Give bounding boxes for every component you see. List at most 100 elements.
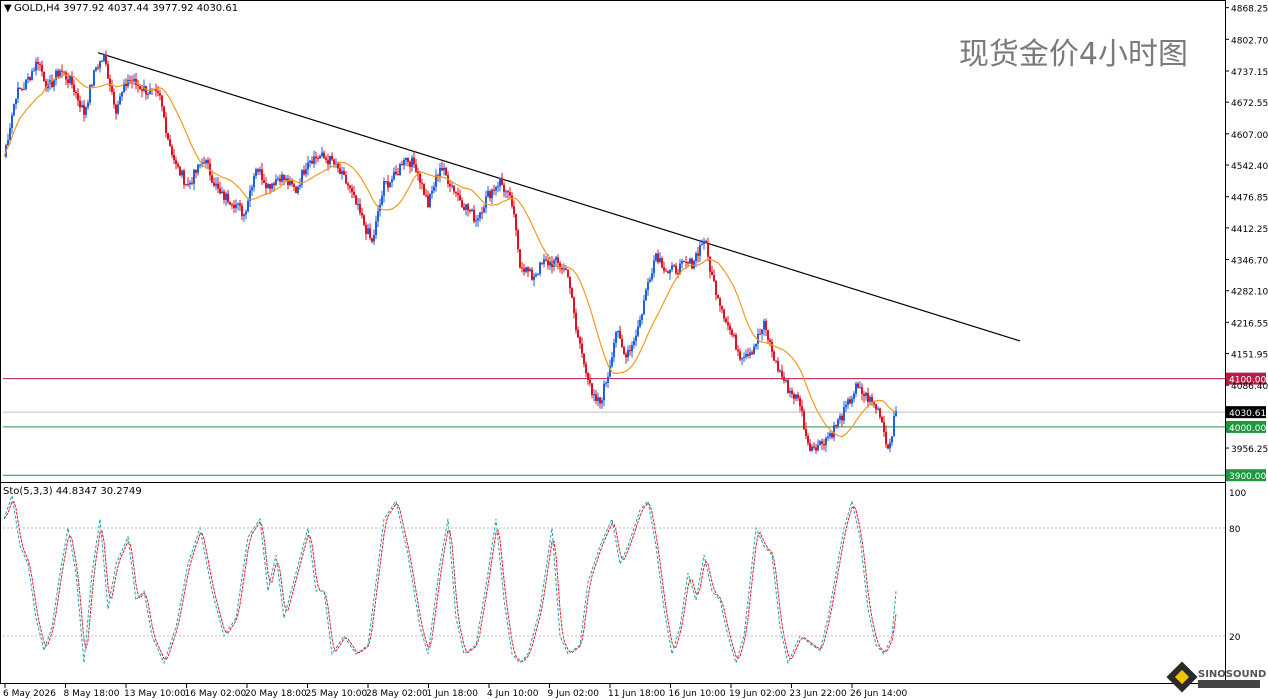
candle-body	[599, 397, 601, 404]
candle-body	[95, 67, 97, 71]
stoch-level-label-80: 80	[1229, 525, 1241, 535]
candle-body	[389, 182, 391, 188]
candle-body	[757, 333, 759, 344]
candle-body	[117, 104, 119, 114]
candle-body	[419, 173, 421, 183]
candle-body	[305, 169, 307, 175]
candle-body	[721, 305, 723, 310]
dropdown-arrow-icon[interactable]: ▼	[4, 3, 12, 14]
candle-body	[459, 195, 461, 201]
candle-body	[169, 139, 171, 147]
candle-body	[509, 192, 511, 196]
candle-body	[739, 351, 741, 360]
candle-body	[531, 269, 533, 280]
candle-body	[827, 436, 829, 438]
candle-body	[243, 214, 245, 217]
candle-body	[31, 71, 33, 81]
candle-body	[291, 179, 293, 185]
candle-body	[839, 415, 841, 420]
candle-body	[241, 205, 243, 217]
candle-body	[625, 354, 627, 358]
candle-body	[659, 258, 661, 263]
candle-body	[125, 83, 127, 87]
candle-body	[311, 160, 313, 164]
candle-body	[813, 446, 815, 448]
candle-body	[539, 262, 541, 274]
candle-body	[793, 394, 795, 399]
candle-body	[223, 191, 225, 200]
candle-body	[745, 354, 747, 357]
candle-body	[761, 329, 763, 335]
candle-body	[865, 392, 867, 397]
candle-body	[567, 270, 569, 277]
candle-body	[67, 79, 69, 84]
candle-body	[287, 178, 289, 185]
candle-body	[515, 214, 517, 231]
candle-body	[795, 394, 797, 399]
candle-body	[471, 209, 473, 212]
candle-body	[705, 240, 707, 244]
candle-body	[11, 115, 13, 129]
candle-body	[357, 203, 359, 205]
candle-body	[133, 78, 135, 83]
candle-body	[887, 444, 889, 449]
candle-body	[351, 187, 353, 192]
candle-body	[847, 399, 849, 405]
candle-body	[725, 318, 727, 323]
candle-body	[485, 196, 487, 208]
candle-body	[707, 243, 709, 257]
candle-body	[391, 179, 393, 183]
candle-body	[167, 133, 169, 140]
candle-body	[565, 268, 567, 271]
candle-body	[549, 261, 551, 266]
candle-body	[877, 408, 879, 410]
candle-body	[325, 157, 327, 160]
candle-body	[801, 406, 803, 411]
candle-body	[671, 265, 673, 270]
candle-body	[617, 330, 619, 333]
downtrend-line[interactable]	[97, 52, 1021, 342]
candle-body	[495, 187, 497, 191]
moving-average-line	[3, 74, 897, 438]
candle-body	[767, 329, 769, 341]
candle-body	[649, 279, 651, 283]
candle-body	[731, 329, 733, 335]
candle-body	[681, 261, 683, 264]
candle-body	[737, 349, 739, 352]
candle-body	[147, 93, 149, 95]
candle-body	[677, 273, 679, 275]
candle-body	[635, 335, 637, 342]
candle-body	[401, 164, 403, 166]
candle-body	[313, 156, 315, 164]
x-tick-label: 1 Jun 18:00	[427, 689, 479, 699]
candle-body	[627, 350, 629, 358]
candle-body	[425, 195, 427, 197]
candle-body	[439, 167, 441, 177]
candle-body	[615, 332, 617, 343]
candle-body	[597, 397, 599, 401]
candle-body	[157, 91, 159, 94]
candle-body	[685, 261, 687, 263]
candle-body	[717, 294, 719, 299]
candle-body	[477, 218, 479, 221]
candle-body	[637, 326, 639, 336]
candle-body	[101, 61, 103, 63]
candle-body	[327, 159, 329, 165]
current-price-tag: 4030.61	[1229, 409, 1266, 419]
candle-body	[821, 441, 823, 444]
candle-body	[581, 343, 583, 354]
candle-body	[837, 419, 839, 427]
candle-body	[651, 273, 653, 280]
candle-body	[341, 171, 343, 174]
candle-body	[205, 160, 207, 164]
level-tag-bg-4100.00	[1226, 372, 1266, 385]
candle-body	[181, 170, 183, 176]
candle-body	[45, 81, 47, 89]
candle-body	[385, 181, 387, 183]
candle-body	[481, 212, 483, 214]
candle-body	[875, 404, 877, 410]
stoch-level-label-20: 20	[1229, 633, 1241, 643]
candle-body	[579, 337, 581, 344]
candle-body	[629, 350, 631, 352]
